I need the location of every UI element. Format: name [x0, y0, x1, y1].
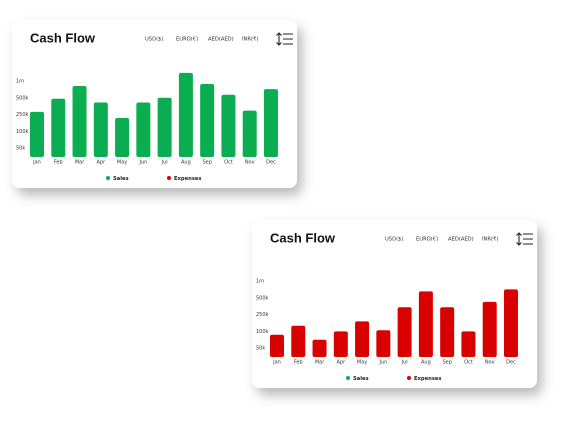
chart-title: Cash Flow — [270, 230, 336, 245]
bar — [418, 291, 433, 357]
x-tick-label: Dec — [506, 360, 516, 366]
bar — [242, 110, 257, 157]
y-tick-label: 1m — [16, 79, 24, 85]
x-tick-label: Jun — [138, 160, 147, 166]
x-tick-label: Jan — [272, 360, 281, 366]
y-tick-label: 500k — [16, 95, 29, 101]
bar — [291, 325, 306, 357]
x-tick-label: Feb — [294, 360, 303, 366]
x-tick-label: Apr — [96, 160, 106, 166]
legend-dot — [407, 376, 411, 380]
bar — [397, 307, 412, 357]
bar — [270, 334, 284, 357]
bar — [136, 102, 151, 157]
bar — [461, 331, 476, 357]
x-tick-label: Jan — [32, 160, 41, 166]
x-tick-label: May — [357, 360, 367, 366]
x-tick-label: Mar — [75, 160, 85, 166]
menu-icon[interactable] — [276, 32, 294, 46]
currency-option[interactable]: EURO(€) — [416, 237, 438, 243]
x-tick-label: Oct — [224, 160, 233, 166]
currency-option[interactable]: AED(AED) — [448, 237, 474, 243]
x-tick-label: Sep — [202, 160, 211, 166]
x-tick-label: Nov — [245, 160, 255, 166]
bar — [178, 72, 193, 157]
bar — [376, 330, 391, 357]
y-tick-label: 100k — [16, 129, 29, 135]
bar — [333, 331, 348, 357]
legend-label: Sales — [353, 376, 369, 382]
x-tick-label: Jun — [378, 360, 387, 366]
hamburger — [283, 33, 293, 45]
legend-dot — [346, 376, 350, 380]
x-tick-label: Aug — [421, 360, 431, 366]
chart-card: Cash Flow USD($) EURO(€) AED(AED) INR(₹) 1m 50… — [252, 220, 537, 388]
bar — [93, 102, 108, 157]
currency-option[interactable]: EURO(€) — [176, 37, 198, 43]
bar — [157, 97, 172, 157]
hamburger — [523, 233, 533, 245]
sort-arrows — [276, 32, 282, 46]
sort-arrows — [516, 232, 522, 246]
chart-title: Cash Flow — [30, 30, 96, 45]
x-tick-label: Feb — [54, 160, 63, 166]
bar — [482, 301, 497, 357]
x-tick-label: Apr — [336, 360, 346, 366]
x-tick-label: Jul — [161, 160, 168, 166]
currency-option[interactable]: INR(₹) — [482, 237, 498, 243]
currency-option[interactable]: AED(AED) — [208, 37, 234, 43]
x-tick-label: Aug — [181, 160, 191, 166]
bar — [30, 111, 44, 157]
legend-dot — [106, 176, 110, 180]
bar — [115, 117, 130, 157]
currency-option[interactable]: INR(₹) — [242, 37, 258, 43]
bar — [200, 84, 215, 157]
bar — [312, 339, 327, 357]
bar — [503, 289, 518, 357]
x-tick-label: Sep — [442, 360, 451, 366]
bar — [355, 321, 370, 357]
menu-icon[interactable] — [516, 232, 534, 246]
bar — [263, 89, 278, 157]
x-tick-label: Nov — [485, 360, 495, 366]
bar — [221, 94, 236, 157]
chart-card: Cash Flow USD($) EURO(€) AED(AED) INR(₹) 1m 50… — [12, 20, 297, 188]
legend-dot — [167, 176, 171, 180]
x-tick-label: Dec — [266, 160, 276, 166]
currency-option[interactable]: USD($) — [385, 237, 403, 243]
x-tick-label: May — [117, 160, 127, 166]
y-tick-label: 50k — [256, 346, 265, 352]
bar — [72, 86, 87, 157]
y-tick-label: 500k — [256, 295, 269, 301]
x-tick-label: Jul — [401, 360, 408, 366]
x-tick-label: Mar — [315, 360, 325, 366]
y-tick-label: 100k — [256, 329, 269, 335]
currency-option[interactable]: USD($) — [145, 37, 163, 43]
bar — [51, 98, 66, 157]
legend-label: Expenses — [174, 176, 202, 182]
y-tick-label: 1m — [256, 279, 264, 285]
legend-label: Sales — [113, 176, 129, 182]
y-tick-label: 50k — [16, 146, 25, 152]
bar — [440, 307, 455, 357]
y-tick-label: 250k — [16, 112, 29, 118]
x-tick-label: Oct — [464, 360, 473, 366]
y-tick-label: 250k — [256, 312, 269, 318]
legend-label: Expenses — [414, 376, 442, 382]
